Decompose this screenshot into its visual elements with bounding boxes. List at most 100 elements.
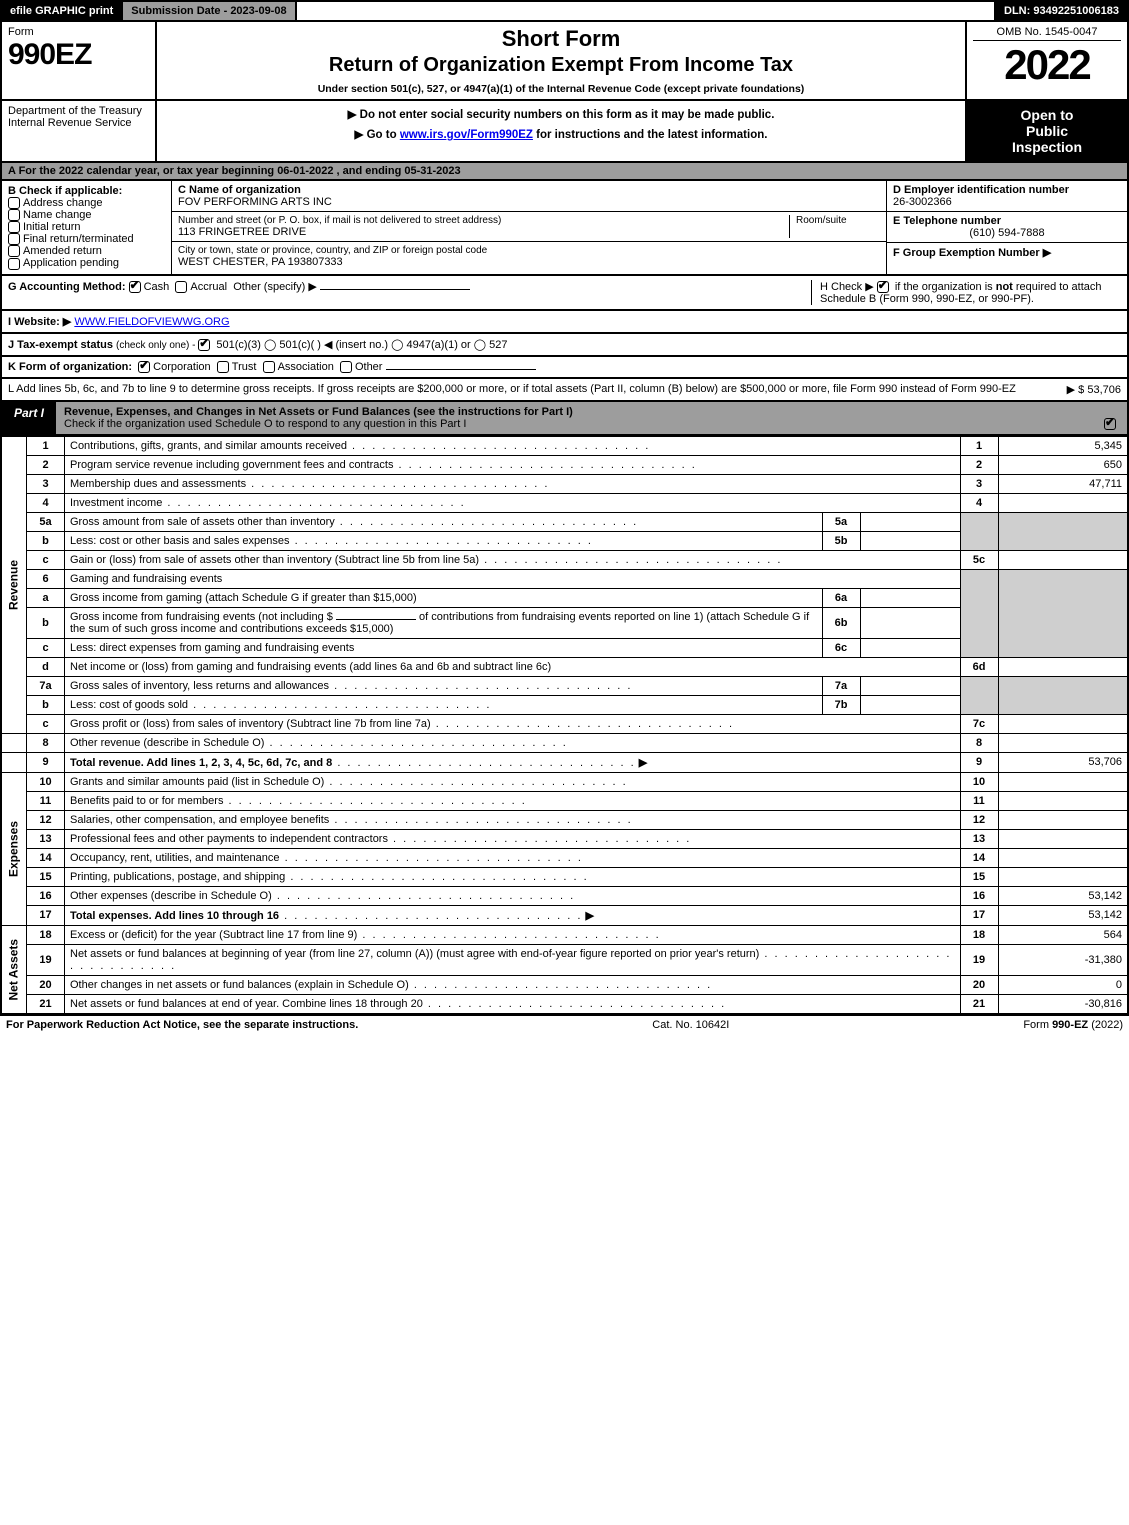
line-5c-val: [998, 550, 1128, 569]
line-13-desc: Professional fees and other payments to …: [70, 833, 388, 845]
line-1-no: 1: [27, 436, 65, 455]
line-6-no: 6: [27, 569, 65, 588]
line-12-no: 12: [27, 810, 65, 829]
c-city-label: City or town, state or province, country…: [178, 245, 880, 256]
line-8-no: 8: [27, 733, 65, 752]
line-9-rno: 9: [960, 752, 998, 772]
line-14-val: [998, 848, 1128, 867]
line-6b-no: b: [27, 607, 65, 638]
line-7c-rno: 7c: [960, 714, 998, 733]
line-6c-no: c: [27, 638, 65, 657]
footer-right-pre: Form: [1023, 1019, 1052, 1031]
section-g: G Accounting Method: Cash Accrual Other …: [8, 280, 470, 293]
line-19-no: 19: [27, 944, 65, 975]
note-ssn: ▶ Do not enter social security numbers o…: [163, 107, 959, 121]
checkbox-accrual[interactable]: [175, 281, 187, 293]
line-13-val: [998, 829, 1128, 848]
checkbox-name-change[interactable]: [8, 209, 20, 221]
form-title-block: Short Form Return of Organization Exempt…: [157, 22, 967, 99]
line-16-rno: 16: [960, 886, 998, 905]
form-title-2: Return of Organization Exempt From Incom…: [163, 54, 959, 77]
g-accrual: Accrual: [190, 281, 227, 293]
arrow-icon-2: ▶: [586, 910, 594, 922]
checkbox-application-pending[interactable]: [8, 258, 20, 270]
line-7c-no: c: [27, 714, 65, 733]
line-14-no: 14: [27, 848, 65, 867]
website-link[interactable]: WWW.FIELDOFVIEWWG.ORG: [74, 316, 229, 328]
line-20-rno: 20: [960, 975, 998, 994]
checkbox-other-org[interactable]: [340, 361, 352, 373]
j-opts: 501(c)(3) ◯ 501(c)( ) ◀ (insert no.) ◯ 4…: [216, 339, 507, 351]
footer-right-post: (2022): [1088, 1019, 1123, 1031]
line-17-desc: Total expenses. Add lines 10 through 16: [70, 910, 279, 922]
line-4-desc: Investment income: [70, 497, 162, 509]
line-21-val: -30,816: [998, 994, 1128, 1014]
line-6a-no: a: [27, 588, 65, 607]
info-grid: B Check if applicable: Address change Na…: [0, 181, 1129, 276]
form-header-2: Department of the Treasury Internal Reve…: [0, 101, 1129, 163]
checkbox-501c3[interactable]: [198, 339, 210, 351]
line-7b-desc: Less: cost of goods sold: [70, 699, 188, 711]
checkbox-amended-return[interactable]: [8, 245, 20, 257]
line-21-no: 21: [27, 994, 65, 1014]
line-13-no: 13: [27, 829, 65, 848]
gray-6-val: [998, 569, 1128, 657]
line-14-desc: Occupancy, rent, utilities, and maintena…: [70, 852, 280, 864]
checkbox-initial-return[interactable]: [8, 221, 20, 233]
telephone-value: (610) 594-7888: [893, 227, 1121, 239]
dept-line-1: Department of the Treasury: [8, 105, 149, 117]
d-label: D Employer identification number: [893, 184, 1121, 196]
line-7c-val: [998, 714, 1128, 733]
badge-line-3: Inspection: [973, 139, 1121, 155]
section-b-title: B Check if applicable:: [8, 185, 165, 197]
line-11-rno: 11: [960, 791, 998, 810]
k-opt-3: Other: [355, 361, 383, 373]
line-20-no: 20: [27, 975, 65, 994]
form-subtitle: Under section 501(c), 527, or 4947(a)(1)…: [163, 83, 959, 95]
org-city: WEST CHESTER, PA 193807333: [178, 256, 880, 268]
checkbox-corporation[interactable]: [138, 361, 150, 373]
checkbox-address-change[interactable]: [8, 197, 20, 209]
section-a: A For the 2022 calendar year, or tax yea…: [0, 163, 1129, 181]
net-assets-section-label: Net Assets: [1, 925, 27, 1014]
line-3-no: 3: [27, 474, 65, 493]
note-url-post: for instructions and the latest informat…: [533, 129, 768, 141]
line-6a-desc: Gross income from gaming (attach Schedul…: [70, 592, 417, 604]
line-2-no: 2: [27, 455, 65, 474]
row-l: L Add lines 5b, 6c, and 7b to line 9 to …: [0, 379, 1129, 402]
line-4-no: 4: [27, 493, 65, 512]
line-4-val: [998, 493, 1128, 512]
gray-5ab-val: [998, 512, 1128, 550]
line-10-no: 10: [27, 772, 65, 791]
form-title-1: Short Form: [163, 26, 959, 52]
line-11-val: [998, 791, 1128, 810]
checkbox-association[interactable]: [263, 361, 275, 373]
line-8-rno: 8: [960, 733, 998, 752]
line-18-rno: 18: [960, 925, 998, 944]
line-3-val: 47,711: [998, 474, 1128, 493]
line-15-rno: 15: [960, 867, 998, 886]
line-18-no: 18: [27, 925, 65, 944]
line-6-desc: Gaming and fundraising events: [65, 569, 961, 588]
gray-5ab: [960, 512, 998, 550]
checkbox-trust[interactable]: [217, 361, 229, 373]
checkbox-schedule-b[interactable]: [877, 281, 889, 293]
checkbox-final-return[interactable]: [8, 233, 20, 245]
irs-link[interactable]: www.irs.gov/Form990EZ: [400, 129, 533, 141]
line-17-rno: 17: [960, 905, 998, 925]
gray-7: [960, 676, 998, 714]
page-footer: For Paperwork Reduction Act Notice, see …: [0, 1015, 1129, 1034]
checkbox-cash[interactable]: [129, 281, 141, 293]
top-bar: efile GRAPHIC print Submission Date - 20…: [0, 0, 1129, 22]
line-5b-no: b: [27, 531, 65, 550]
line-7b-subno: 7b: [822, 695, 860, 714]
topbar-spacer: [297, 2, 996, 20]
line-6c-desc: Less: direct expenses from gaming and fu…: [70, 642, 354, 654]
b-opt-3: Final return/terminated: [23, 233, 134, 245]
line-6b-subno: 6b: [822, 607, 860, 638]
arrow-icon: ▶: [639, 757, 647, 769]
b-opt-4: Amended return: [23, 245, 102, 257]
footer-left: For Paperwork Reduction Act Notice, see …: [6, 1019, 358, 1031]
j-label: J Tax-exempt status: [8, 339, 116, 351]
checkbox-schedule-o[interactable]: [1104, 418, 1116, 430]
